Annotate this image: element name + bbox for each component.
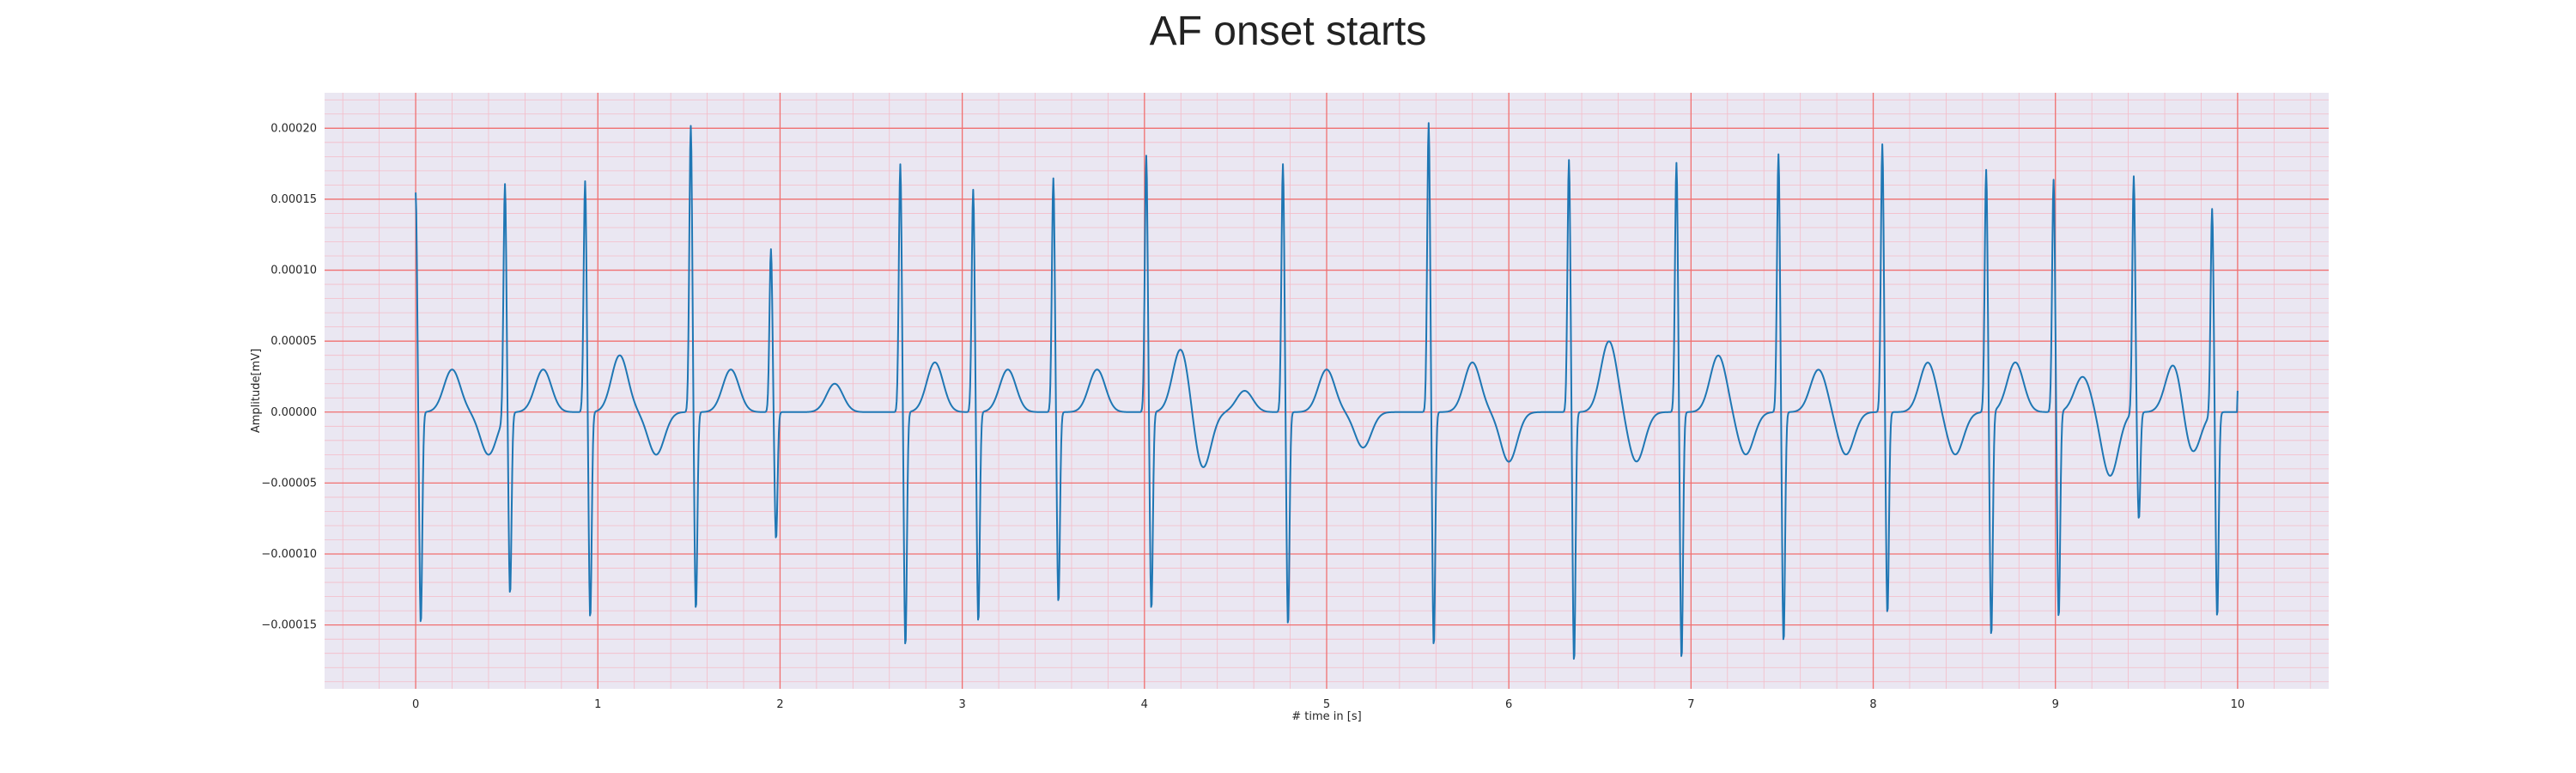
x-tick-label: 6 (1505, 698, 1512, 711)
y-tick-label: −0.00005 (261, 477, 317, 490)
x-tick-label: 5 (1323, 698, 1330, 711)
x-tick-label: 8 (1869, 698, 1876, 711)
x-tick-label: 3 (958, 698, 965, 711)
x-tick-label: 4 (1141, 698, 1148, 711)
ecg-signal-line (415, 122, 2239, 660)
y-tick-labels: −0.00015 −0.00010 −0.00005 0.00000 0.00005 0.… (261, 122, 317, 631)
y-tick-label: 0.00010 (270, 265, 317, 277)
y-tick-label: −0.00015 (261, 619, 317, 632)
x-tick-labels: 0 1 2 3 4 5 6 7 8 9 10 (412, 698, 2245, 711)
x-tick-label: 7 (1687, 698, 1694, 711)
y-tick-label: 0.00015 (270, 193, 317, 206)
y-tick-label: 0.00005 (270, 335, 317, 348)
y-tick-label: −0.00010 (261, 548, 317, 561)
chart-title: AF onset starts (1150, 9, 1427, 54)
x-tick-label: 0 (412, 698, 419, 711)
x-tick-label: 9 (2052, 698, 2059, 711)
x-tick-label: 2 (776, 698, 783, 711)
x-axis-label: # time in [s] (1291, 710, 1361, 723)
x-tick-label: 1 (594, 698, 601, 711)
x-tick-label: 10 (2231, 698, 2245, 711)
y-tick-label: 0.00020 (270, 122, 317, 135)
y-axis-label: Amplitude[mV] (250, 349, 263, 433)
y-tick-label: 0.00000 (270, 406, 317, 419)
